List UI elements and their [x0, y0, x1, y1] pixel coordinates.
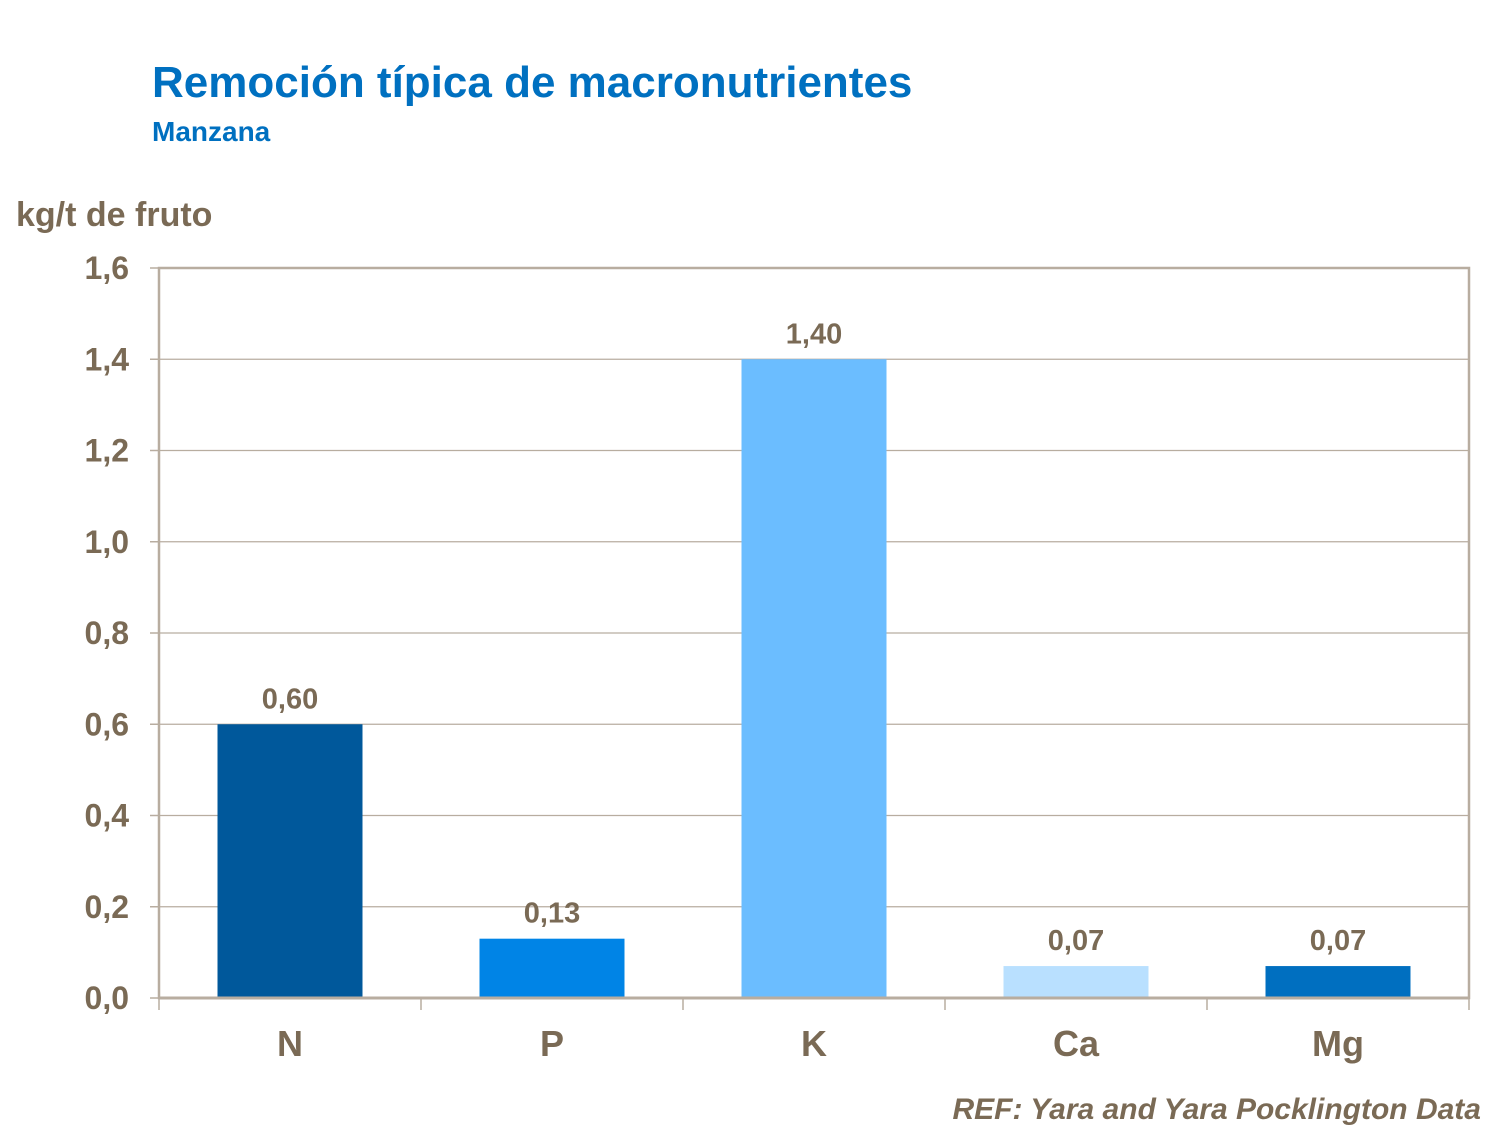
data-label: 0,07 [1310, 925, 1366, 957]
y-axis-label: kg/t de fruto [16, 196, 213, 234]
chart-title: Remoción típica de macronutrientes [152, 58, 913, 107]
y-tick-label: 1,0 [85, 524, 129, 560]
y-tick-label: 0,8 [85, 615, 129, 651]
bar-mg [1265, 966, 1411, 998]
y-tick-label: 1,4 [85, 341, 130, 377]
x-tick-label: Mg [1312, 1023, 1364, 1064]
x-tick-label: P [540, 1023, 564, 1064]
bar-n [217, 724, 363, 998]
data-label: 0,07 [1048, 925, 1104, 957]
y-tick-label: 1,2 [85, 433, 129, 469]
bar-p [479, 938, 625, 998]
x-tick-label: K [801, 1023, 827, 1064]
bar-ca [1003, 966, 1149, 998]
x-tick-label: Ca [1053, 1023, 1100, 1064]
y-tick-label: 0,0 [85, 980, 129, 1016]
y-tick-label: 0,2 [85, 889, 129, 925]
y-tick-label: 0,4 [85, 798, 130, 834]
source-note: REF: Yara and Yara Pocklington Data [952, 1093, 1482, 1126]
y-tick-label: 0,6 [85, 706, 129, 742]
data-label: 0,60 [262, 683, 318, 715]
chart-subtitle: Manzana [152, 116, 271, 147]
data-label: 0,13 [524, 898, 580, 930]
y-tick-label: 1,6 [85, 250, 129, 286]
x-tick-label: N [277, 1023, 303, 1064]
bar-k [741, 359, 887, 998]
data-label: 1,40 [786, 318, 842, 350]
